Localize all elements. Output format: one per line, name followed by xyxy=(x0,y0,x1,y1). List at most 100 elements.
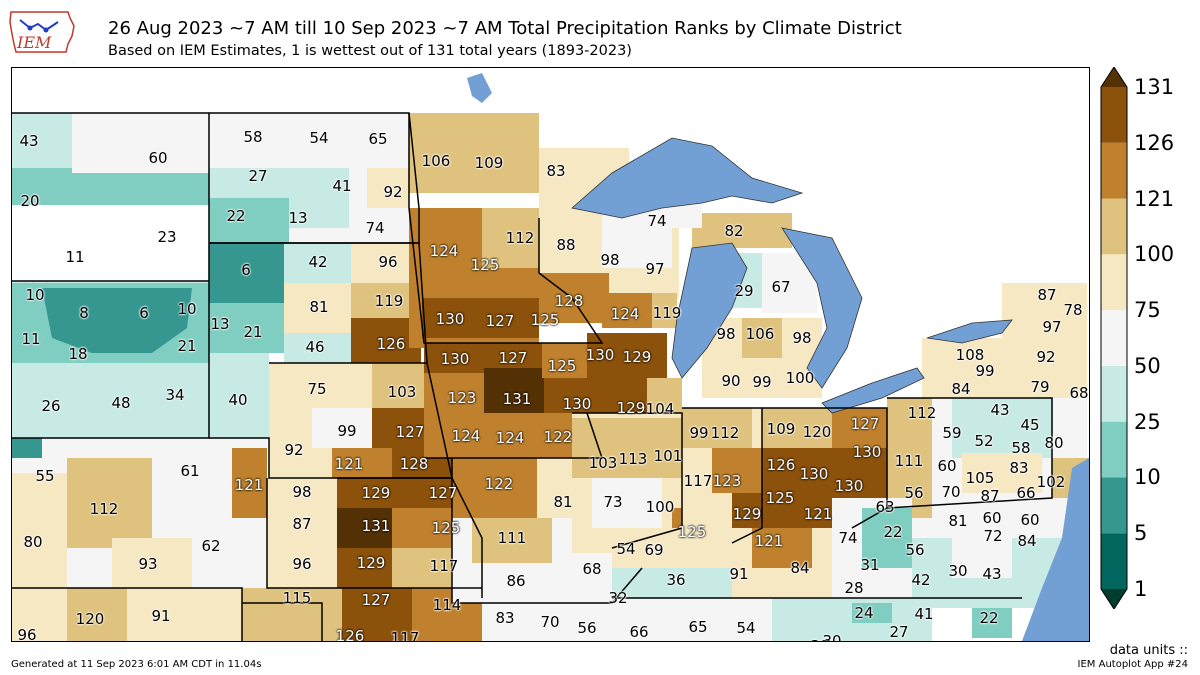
colorbar-under-triangle xyxy=(1101,589,1127,609)
data-units-label: data units :: xyxy=(1109,643,1188,658)
district-rank-label: 117 xyxy=(429,557,459,575)
district-rank-label: 52 xyxy=(974,432,994,450)
district-rank-label: 124 xyxy=(610,305,640,323)
district-rank-label: 83 xyxy=(546,162,566,180)
colorbar-tick-label: 25 xyxy=(1134,409,1161,434)
district-rank-label: 41 xyxy=(332,177,352,195)
district-rank-label: 124 xyxy=(451,427,481,445)
district-rank-label: 99 xyxy=(337,422,357,440)
district-rank-label: 58 xyxy=(243,128,263,146)
district-rank-label: 30 xyxy=(948,562,968,580)
district-rank-label: 54 xyxy=(616,540,636,558)
district-rank-label: 98 xyxy=(292,483,312,501)
district-shape xyxy=(647,378,682,418)
district-shape xyxy=(742,318,782,358)
colorbar-tick-label: 5 xyxy=(1134,521,1148,546)
district-rank-label: 56 xyxy=(905,541,925,559)
district-rank-label: 96 xyxy=(378,253,398,271)
district-rank-label: 56 xyxy=(904,484,924,502)
district-rank-label: 74 xyxy=(647,212,667,230)
colorbar-bin xyxy=(1101,254,1127,311)
district-rank-label: 81 xyxy=(948,512,968,530)
lake-ontario xyxy=(926,319,1013,344)
district-rank-label: 106 xyxy=(421,152,451,170)
district-rank-label: 127 xyxy=(361,591,391,609)
district-rank-label: 101 xyxy=(653,447,683,465)
district-rank-label: 111 xyxy=(497,529,527,547)
district-rank-label: 42 xyxy=(911,571,931,589)
district-rank-label: 129 xyxy=(356,554,386,572)
district-rank-label: 130 xyxy=(562,395,592,413)
colorbar-tick-label: 50 xyxy=(1134,353,1161,378)
district-rank-label: 126 xyxy=(376,335,406,353)
district-rank-label: 79 xyxy=(1030,378,1050,396)
district-rank-label: 56 xyxy=(577,619,597,637)
district-shape xyxy=(712,448,762,493)
district-rank-label: 70 xyxy=(540,613,560,631)
district-rank-label: 119 xyxy=(374,292,404,310)
district-shape xyxy=(409,113,539,193)
district-rank-label: 111 xyxy=(894,452,924,470)
district-rank-label: 69 xyxy=(644,541,664,559)
district-rank-label: 60 xyxy=(982,509,1002,527)
district-rank-label: 130 xyxy=(852,443,882,461)
app-label: IEM Autoplot App #24 xyxy=(1077,659,1188,670)
district-rank-label: 109 xyxy=(766,420,796,438)
district-rank-label: 126 xyxy=(335,627,365,642)
district-rank-label: 121 xyxy=(754,532,784,550)
district-rank-label: 87 xyxy=(292,515,312,533)
district-rank-label: 36 xyxy=(666,571,686,589)
district-shape xyxy=(962,453,1042,493)
district-rank-label: 129 xyxy=(616,399,646,417)
district-rank-label: 54 xyxy=(736,619,756,637)
district-rank-label: 22 xyxy=(979,609,999,627)
district-shape xyxy=(209,353,269,438)
district-rank-label: 38 xyxy=(810,637,829,641)
colorbar-bin xyxy=(1101,365,1127,422)
district-rank-label: 125 xyxy=(677,523,707,541)
district-rank-label: 21 xyxy=(243,323,263,341)
district-rank-label: 125 xyxy=(530,311,560,329)
district-shape xyxy=(367,168,409,208)
colorbar xyxy=(1100,67,1128,609)
district-rank-label: 20 xyxy=(20,192,40,210)
district-shape xyxy=(472,518,552,563)
district-rank-label: 24 xyxy=(854,604,874,622)
district-rank-label: 129 xyxy=(361,484,391,502)
logo-text: IEM xyxy=(16,33,52,52)
district-rank-label: 23 xyxy=(157,228,177,246)
district-rank-label: 60 xyxy=(148,149,168,167)
district-rank-label: 97 xyxy=(645,260,665,278)
district-rank-label: 74 xyxy=(838,529,858,547)
district-rank-label: 48 xyxy=(111,394,131,412)
district-rank-label: 18 xyxy=(68,345,88,363)
district-rank-label: 127 xyxy=(485,312,515,330)
district-shape xyxy=(1002,283,1087,338)
district-shape xyxy=(332,448,392,478)
district-rank-label: 27 xyxy=(248,167,268,185)
district-rank-label: 28 xyxy=(844,579,864,597)
district-rank-label: 125 xyxy=(765,489,795,507)
district-shape xyxy=(682,408,752,448)
district-rank-label: 6 xyxy=(241,261,251,279)
district-shape xyxy=(762,408,832,448)
district-rank-label: 104 xyxy=(645,400,675,418)
district-rank-label: 31 xyxy=(860,556,880,574)
district-rank-label: 97 xyxy=(1042,318,1062,336)
district-rank-label: 10 xyxy=(25,286,45,304)
district-rank-label: 60 xyxy=(1020,511,1040,529)
colorbar-bin xyxy=(1101,310,1127,366)
district-rank-label: 6 xyxy=(139,304,149,322)
colorbar-outline xyxy=(1100,67,1128,609)
district-rank-label: 91 xyxy=(151,607,171,625)
district-rank-label: 102 xyxy=(1036,473,1066,491)
district-rank-label: 83 xyxy=(495,609,515,627)
district-rank-label: 112 xyxy=(89,500,119,518)
district-shape xyxy=(372,363,427,408)
district-rank-label: 22 xyxy=(883,523,903,541)
district-rank-label: 127 xyxy=(395,423,425,441)
district-rank-label: 72 xyxy=(983,527,1003,545)
district-shape xyxy=(12,588,67,641)
district-rank-label: 59 xyxy=(942,424,962,442)
district-rank-label: 127 xyxy=(850,415,880,433)
